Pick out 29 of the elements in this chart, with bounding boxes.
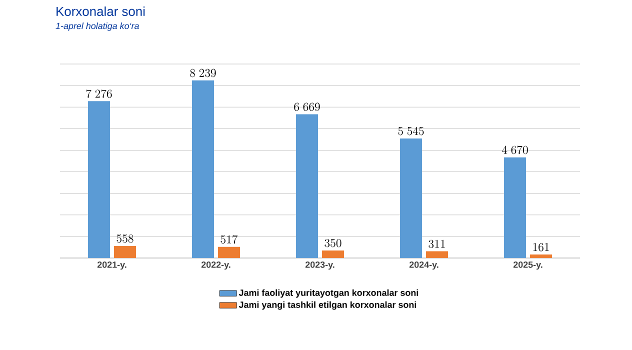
data-label: 517 [220, 235, 238, 244]
legend-label: Jami yangi tashkil etilgan korxonalar soni [238, 301, 416, 310]
chart-title: Korxonalar soni [56, 6, 145, 16]
bar [504, 157, 526, 258]
bar [296, 114, 318, 258]
data-label: 8 239 [190, 68, 216, 78]
data-label: 311 [428, 240, 445, 248]
data-label: 6 669 [294, 102, 320, 111]
x-tick-label: 2023-y. [305, 262, 334, 270]
data-label: 161 [533, 243, 549, 252]
bar [322, 250, 344, 258]
data-label: 4 670 [502, 146, 528, 154]
data-label: 350 [324, 238, 342, 248]
x-tick-label: 2024-y. [409, 262, 438, 270]
bar [530, 254, 552, 258]
bar [114, 246, 136, 258]
bar [426, 251, 448, 258]
bar [192, 80, 214, 258]
bar [88, 101, 110, 258]
x-tick-label: 2025-y. [513, 262, 542, 270]
legend-label: Jami faoliyat yuritayotgan korxonalar soni [238, 289, 418, 298]
bar [400, 138, 422, 258]
data-label: 558 [116, 234, 134, 243]
chart-subtitle: 1-aprel holatiga ko‘ra [56, 22, 139, 31]
x-tick-label: 2022-y. [201, 262, 230, 270]
data-label: 5 545 [398, 126, 424, 136]
x-tick-label: 2021-y. [97, 262, 126, 270]
bar [218, 246, 240, 258]
data-label: 7 276 [86, 90, 112, 98]
